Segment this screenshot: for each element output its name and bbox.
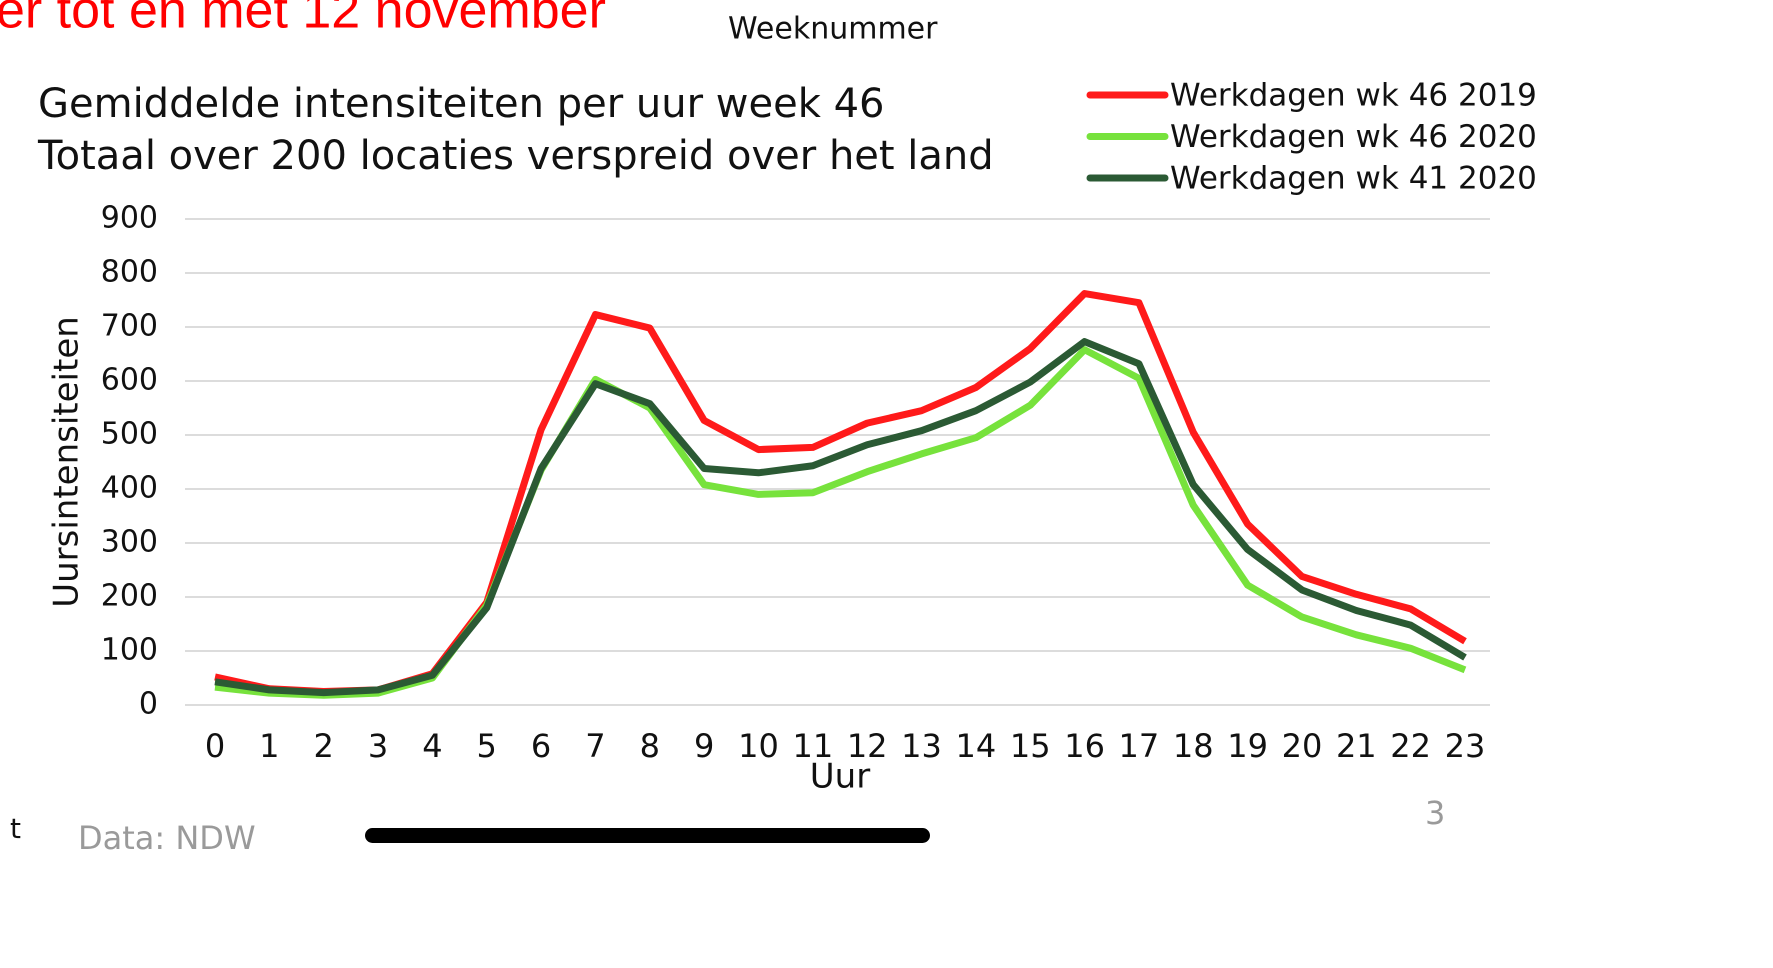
x-tick-label: 10 <box>738 727 779 765</box>
y-tick-label: 400 <box>101 471 158 506</box>
heading-fragment: er tot en met 12 november <box>0 0 606 40</box>
x-tick-label: 8 <box>640 727 660 765</box>
page-number: 3 <box>1425 794 1445 832</box>
y-axis-label: Uursintensiteiten <box>47 316 87 608</box>
x-tick-label: 19 <box>1227 727 1268 765</box>
top-label: Weeknummer <box>728 12 938 47</box>
chart-subtitle: Totaal over 200 locaties verspreid over … <box>37 133 994 179</box>
left-fragment: t <box>10 812 21 845</box>
y-tick-label: 900 <box>101 201 158 236</box>
x-tick-label: 17 <box>1119 727 1160 765</box>
x-tick-label: 9 <box>694 727 714 765</box>
x-tick-label: 4 <box>422 727 442 765</box>
x-axis-label: Uur <box>810 757 870 797</box>
legend-label: Werkdagen wk 41 2020 <box>1170 161 1537 197</box>
y-tick-label: 800 <box>101 255 158 290</box>
x-tick-label: 5 <box>477 727 497 765</box>
legend-label: Werkdagen wk 46 2020 <box>1170 119 1537 155</box>
x-tick-label: 6 <box>531 727 551 765</box>
y-tick-label: 200 <box>101 579 158 614</box>
source: Data: NDW <box>78 819 256 857</box>
x-tick-label: 13 <box>901 727 942 765</box>
x-tick-label: 3 <box>368 727 388 765</box>
y-tick-label: 0 <box>139 687 158 722</box>
x-tick-label: 18 <box>1173 727 1214 765</box>
x-tick-label: 2 <box>314 727 334 765</box>
x-tick-label: 22 <box>1390 727 1431 765</box>
x-tick-label: 1 <box>259 727 279 765</box>
x-tick-label: 11 <box>792 727 833 765</box>
x-tick-label: 21 <box>1336 727 1377 765</box>
x-tick-label: 16 <box>1064 727 1105 765</box>
y-tick-label: 300 <box>101 525 158 560</box>
series-line <box>214 338 1467 697</box>
x-tick-label: 12 <box>847 727 888 765</box>
x-tick-label: 0 <box>205 727 225 765</box>
x-tick-label: 14 <box>956 727 997 765</box>
y-tick-label: 700 <box>101 309 158 344</box>
x-tick-label: 20 <box>1282 727 1323 765</box>
chart-title: Gemiddelde intensiteiten per uur week 46 <box>38 81 884 127</box>
y-tick-label: 100 <box>101 633 158 668</box>
home-indicator <box>365 828 930 843</box>
y-tick-label: 600 <box>101 363 158 398</box>
legend-label: Werkdagen wk 46 2019 <box>1170 78 1537 114</box>
x-tick-label: 7 <box>585 727 605 765</box>
x-tick-label: 23 <box>1445 727 1486 765</box>
y-tick-label: 500 <box>101 417 158 452</box>
x-tick-label: 15 <box>1010 727 1051 765</box>
